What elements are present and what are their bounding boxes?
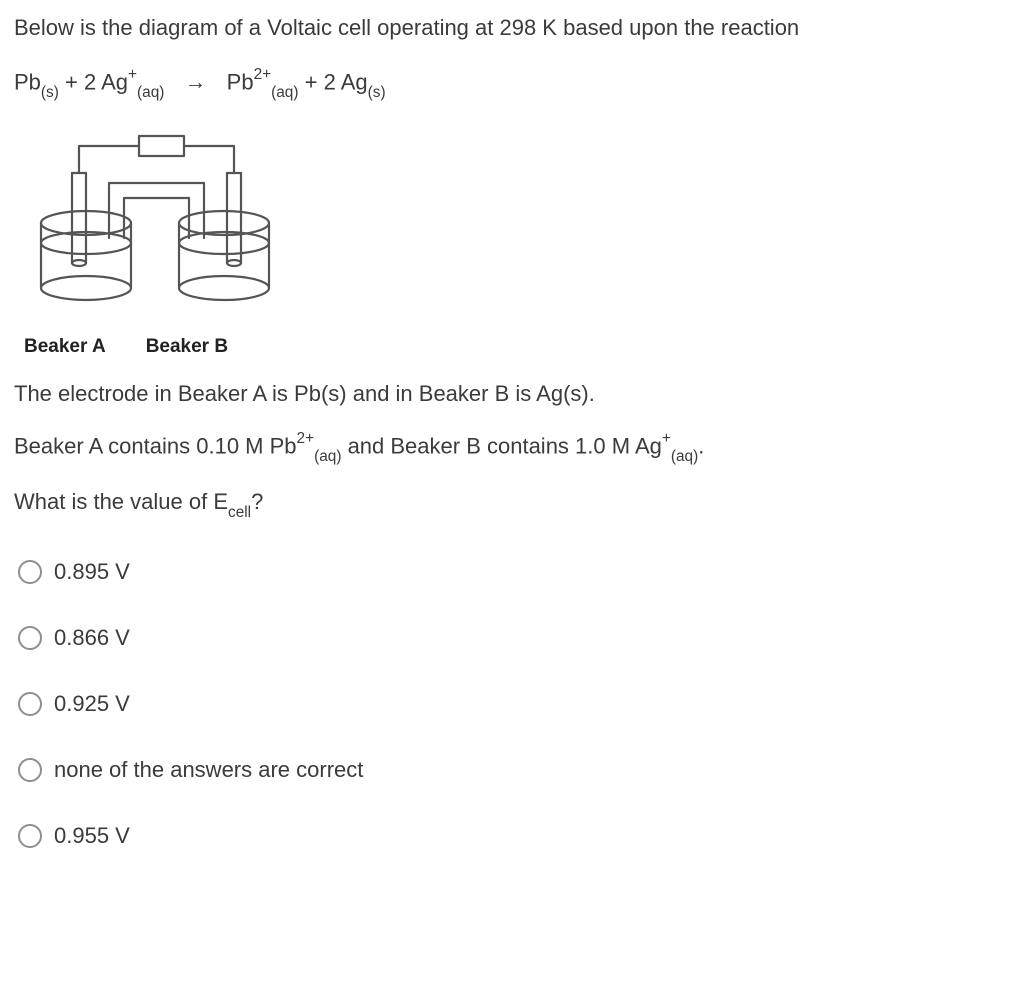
- question-part-b: ?: [251, 489, 263, 514]
- option-label: 0.955 V: [54, 820, 130, 852]
- subscript-cell: cell: [228, 504, 251, 521]
- conc-part-a: Beaker A contains 0.10 M Pb: [14, 434, 297, 459]
- intro-text: Below is the diagram of a Voltaic cell o…: [14, 12, 1010, 44]
- beaker-b-label: Beaker B: [146, 333, 228, 361]
- beaker-labels: Beaker A Beaker B: [24, 333, 1010, 361]
- state-s: (s): [368, 84, 386, 101]
- question-part-a: What is the value of E: [14, 489, 228, 514]
- radio-icon[interactable]: [18, 626, 42, 650]
- conc-part-e: .: [698, 434, 704, 459]
- reaction-equation: Pb(s) + 2 Ag+(aq) → Pb2+(aq) + 2 Ag(s): [14, 66, 1010, 102]
- option-label: 0.895 V: [54, 556, 130, 588]
- state-aq: (aq): [271, 84, 298, 101]
- voltaic-cell-svg: [24, 128, 284, 318]
- radio-icon[interactable]: [18, 824, 42, 848]
- charge-2plus: 2+: [297, 430, 315, 447]
- radio-icon[interactable]: [18, 692, 42, 716]
- reactant-pb: Pb: [14, 69, 41, 94]
- state-aq: (aq): [314, 448, 341, 465]
- option-label: none of the answers are correct: [54, 754, 363, 786]
- question-text: What is the value of Ecell?: [14, 486, 1010, 522]
- answer-option[interactable]: 0.925 V: [18, 688, 1010, 720]
- radio-icon[interactable]: [18, 560, 42, 584]
- concentration-description: Beaker A contains 0.10 M Pb2+(aq) and Be…: [14, 430, 1010, 466]
- beaker-a-label: Beaker A: [24, 333, 106, 361]
- option-label: 0.866 V: [54, 622, 130, 654]
- charge-plus: +: [662, 430, 671, 447]
- plus-2: + 2 Ag: [305, 69, 368, 94]
- answer-option[interactable]: 0.895 V: [18, 556, 1010, 588]
- charge-2plus: 2+: [254, 66, 272, 83]
- conc-part-c: and Beaker B contains 1.0 M Ag: [341, 434, 661, 459]
- state-aq: (aq): [137, 84, 164, 101]
- product-pb: Pb: [227, 69, 254, 94]
- electrode-description: The electrode in Beaker A is Pb(s) and i…: [14, 378, 1010, 410]
- state-aq: (aq): [671, 448, 698, 465]
- answer-option[interactable]: 0.955 V: [18, 820, 1010, 852]
- plus-1: + 2 Ag: [65, 69, 128, 94]
- state-s: (s): [41, 84, 59, 101]
- charge-plus: +: [128, 66, 137, 83]
- voltaic-cell-diagram: [24, 128, 1010, 327]
- arrow-icon: →: [185, 66, 207, 98]
- radio-icon[interactable]: [18, 758, 42, 782]
- answer-option[interactable]: 0.866 V: [18, 622, 1010, 654]
- answer-option[interactable]: none of the answers are correct: [18, 754, 1010, 786]
- answer-options: 0.895 V 0.866 V 0.925 V none of the answ…: [18, 556, 1010, 851]
- option-label: 0.925 V: [54, 688, 130, 720]
